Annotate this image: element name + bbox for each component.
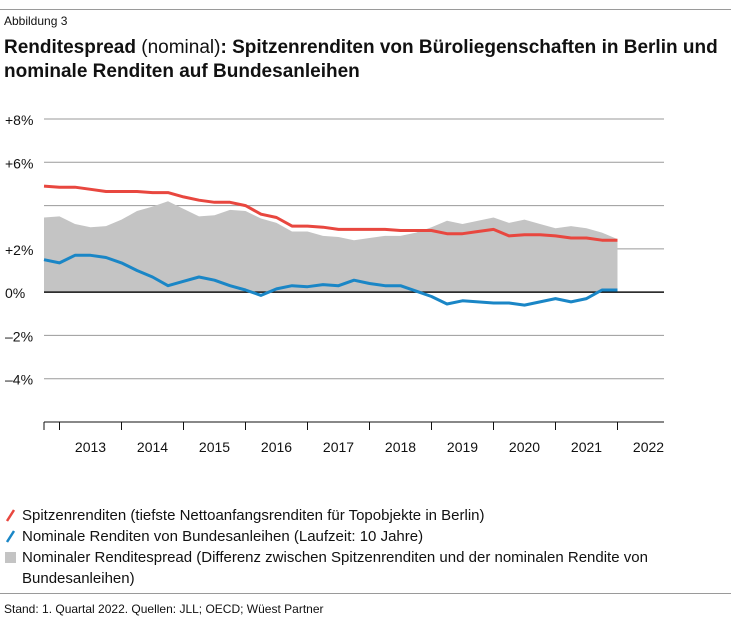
legend-swatch-gray: [5, 552, 16, 563]
legend-label: Spitzenrenditen (tiefste Nettoanfangsren…: [22, 507, 485, 524]
x-tick-label: 2022: [633, 439, 664, 455]
x-tick-label: 2013: [75, 439, 106, 455]
x-tick-label: 2015: [199, 439, 230, 455]
x-tick-label: 2021: [571, 439, 602, 455]
y-ticks: +8% +6% +2% 0% –2% –4%: [5, 112, 33, 388]
y-tick-label: +8%: [5, 112, 33, 128]
y-tick-label: –2%: [5, 328, 33, 344]
legend-item-red: Spitzenrenditen (tiefste Nettoanfangsren…: [4, 505, 724, 526]
bottom-rule: [0, 593, 731, 594]
x-tick-label: 2017: [323, 439, 354, 455]
y-tick-label: 0%: [5, 285, 25, 301]
legend: Spitzenrenditen (tiefste Nettoanfangsren…: [4, 505, 724, 589]
title-part-normal: (nominal): [135, 37, 221, 58]
x-tick-label: 2016: [261, 439, 292, 455]
title-part-bold: Renditespread: [4, 37, 136, 58]
legend-label: Nominale Renditen von Bundesanleihen (La…: [22, 528, 424, 545]
legend-item-blue: Nominale Renditen von Bundesanleihen (La…: [4, 526, 724, 547]
title-part-rest: : Spitzenrenditen von Büroliegenschaften…: [4, 37, 718, 82]
series-line-blue: [43, 253, 618, 307]
spread-area: [44, 201, 618, 293]
x-axis: 2013 2014 2015 2016 2017 2018 2019 2020 2021 2022: [43, 421, 664, 455]
x-tick-label: 2014: [137, 439, 168, 455]
top-rule: [0, 9, 731, 10]
legend-swatch-blue: [5, 530, 16, 543]
y-tick-label: –4%: [5, 372, 33, 388]
chart-title: Renditespread (nominal): Spitzenrenditen…: [4, 36, 724, 84]
x-tick-label: 2019: [447, 439, 478, 455]
x-tick-label: 2020: [509, 439, 540, 455]
legend-item-gray: Nominaler Renditespread (Differenz zwisc…: [4, 547, 724, 589]
legend-label: Nominaler Renditespread (Differenz zwisc…: [22, 549, 648, 587]
figure-label: Abbildung 3: [4, 14, 68, 28]
y-tick-label: +6%: [5, 155, 33, 171]
chart: +8%+6%+2%0%–2%–4% 2013 2014 2015 2016 2017 20…: [5, 112, 664, 455]
y-tick-label: +2%: [5, 242, 33, 258]
footer-note: Stand: 1. Quartal 2022. Quellen: JLL; OE…: [4, 602, 324, 616]
legend-swatch-red: [5, 509, 16, 522]
x-tick-label: 2018: [385, 439, 416, 455]
series-line-red: [43, 184, 618, 242]
